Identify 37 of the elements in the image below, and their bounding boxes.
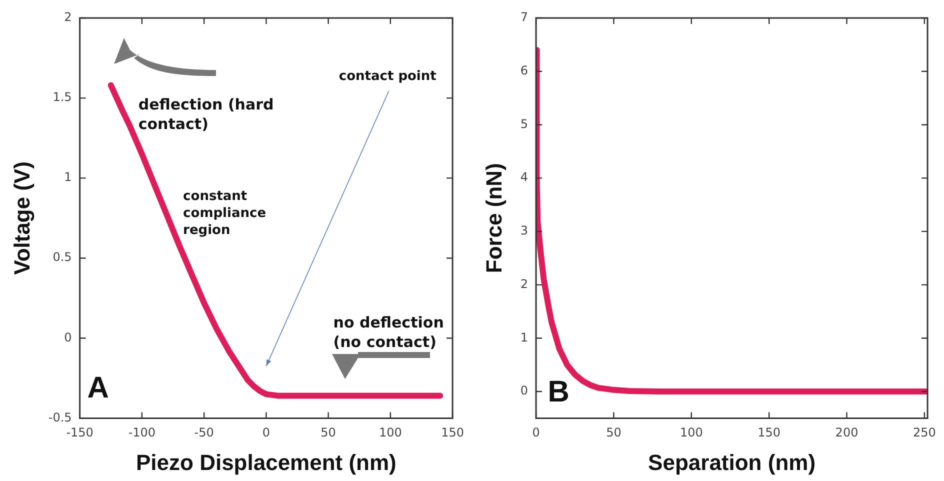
y-tick-label: 6 <box>520 63 528 78</box>
x-tick-label: 150 <box>441 426 464 440</box>
x-tick-label: 200 <box>835 426 858 440</box>
x-tick-label: 0 <box>262 426 270 440</box>
annotation: deflection (hard contact) <box>138 95 274 133</box>
annotation: no deflection (no contact) <box>333 314 444 352</box>
y-axis-title: Force (nN) <box>481 163 506 274</box>
y-tick-label: 1 <box>64 170 72 184</box>
y-tick-label: 1 <box>520 330 528 344</box>
y-tick-label: 0 <box>64 330 72 344</box>
annotation: B <box>548 375 570 408</box>
x-axis-title: Piezo Displacement (nm) <box>136 450 396 475</box>
y-tick-label: 1.5 <box>52 90 72 104</box>
x-tick-label: 250 <box>912 426 936 440</box>
x-tick-label: 50 <box>320 426 336 440</box>
y-tick-label: 3 <box>520 224 528 238</box>
y-tick-label: 4 <box>520 170 528 184</box>
x-tick-label: 0 <box>532 426 540 440</box>
y-tick-label: 2 <box>520 276 528 291</box>
x-tick-label: -100 <box>128 426 156 440</box>
y-tick-label: 7 <box>520 10 528 24</box>
x-tick-label: 100 <box>378 426 402 440</box>
y-tick-label: 5 <box>520 116 528 131</box>
annotation: constant compliance region <box>183 188 266 238</box>
annotation: contact point <box>338 68 436 84</box>
y-tick-label: 0.5 <box>52 250 72 264</box>
x-tick-label: -150 <box>66 426 94 440</box>
y-tick-label: 2 <box>64 10 72 24</box>
y-axis-title: Voltage (V) <box>9 161 34 275</box>
y-tick-label: 0 <box>520 384 528 398</box>
x-axis-title: Separation (nm) <box>648 450 816 475</box>
y-tick-label: -0.5 <box>48 410 72 424</box>
x-tick-label: -50 <box>194 426 214 440</box>
x-tick-label: 50 <box>606 426 622 440</box>
annotation: A <box>87 371 109 404</box>
x-tick-label: 150 <box>758 426 781 440</box>
x-tick-label: 100 <box>680 426 703 440</box>
